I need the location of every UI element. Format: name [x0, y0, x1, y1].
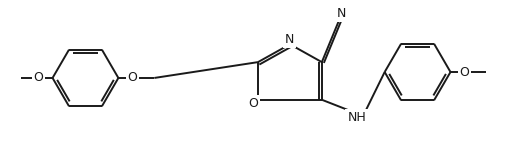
Text: N: N: [285, 33, 295, 46]
Text: O: O: [127, 71, 138, 85]
Text: O: O: [459, 66, 469, 79]
Text: N: N: [337, 7, 347, 20]
Text: NH: NH: [347, 111, 366, 124]
Text: O: O: [34, 71, 44, 85]
Text: O: O: [248, 97, 258, 110]
